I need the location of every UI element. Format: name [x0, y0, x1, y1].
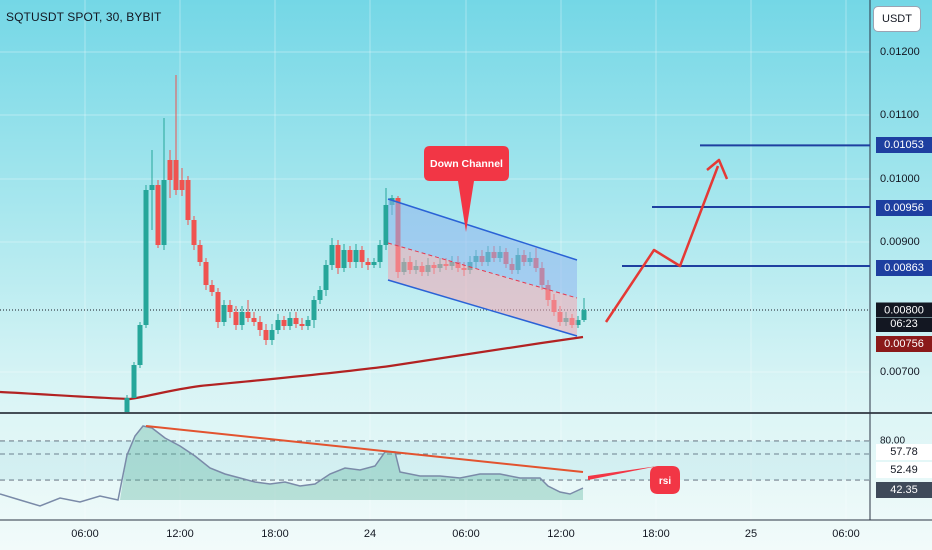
- candle-body: [143, 190, 149, 325]
- candle-body: [263, 330, 269, 340]
- channel-top-line: [387, 198, 578, 261]
- candle-body: [377, 245, 383, 262]
- channel-bottom-line: [387, 279, 578, 337]
- rsi-pane: rsi: [0, 425, 870, 507]
- candle-body: [281, 320, 287, 326]
- down-channel: [387, 198, 578, 337]
- price-tick: 0.01100: [880, 109, 919, 121]
- candle-body: [287, 318, 293, 326]
- candle-body: [124, 398, 130, 412]
- candle-body: [245, 312, 251, 318]
- price-tick: 0.01200: [880, 46, 920, 58]
- candle-body: [341, 250, 347, 268]
- candle-body: [155, 185, 161, 245]
- rsi-callout: [588, 466, 680, 494]
- candle-body: [293, 318, 299, 324]
- channel-label: Down Channel: [430, 158, 503, 170]
- channel-callout: Down Channel: [424, 146, 509, 232]
- price-tick: 0.00900: [880, 236, 920, 248]
- candle-body: [137, 325, 143, 365]
- candle-body: [215, 292, 221, 322]
- rsi-tick: 52.49: [876, 462, 932, 478]
- channel-upper-fill: [388, 199, 577, 298]
- candle-body: [203, 262, 209, 285]
- candle-body: [167, 160, 173, 180]
- candle-body: [329, 245, 335, 265]
- moving-average-line: [0, 335, 584, 401]
- time-label: 24: [363, 528, 377, 540]
- arrow-path: [604, 165, 720, 323]
- symbol-title: SQTUSDT SPOT, 30, BYBIT: [6, 10, 162, 24]
- candle-body: [149, 185, 155, 190]
- rsi-tick: 80.00: [880, 435, 906, 447]
- candle-body: [239, 312, 245, 325]
- rsi-value-badge: 42.35: [876, 482, 932, 498]
- current-price-badge: 0.00800: [876, 302, 932, 318]
- callout-bubble: [424, 146, 509, 232]
- candle-body: [347, 250, 353, 262]
- candle-body: [173, 160, 179, 190]
- candle-body: [197, 245, 203, 262]
- candle-body: [161, 180, 167, 245]
- candle-body: [185, 180, 191, 220]
- level-badge-2: 0.00956: [876, 200, 932, 216]
- channel-lower-fill: [388, 243, 577, 336]
- candle-body: [233, 312, 239, 325]
- candle-body: [299, 324, 305, 326]
- rsi-tick: 57.78: [876, 444, 932, 460]
- time-label: 18:00: [642, 528, 670, 540]
- time-label: 06:00: [71, 528, 99, 540]
- rsi-trendline: [145, 425, 584, 473]
- candle-body: [383, 205, 389, 245]
- candle-body: [269, 330, 275, 340]
- rsi-label: rsi: [659, 476, 671, 487]
- candle-body: [221, 305, 227, 322]
- level-badge-1: 0.01053: [876, 137, 932, 153]
- candle-body: [575, 320, 581, 325]
- candle-body: [191, 220, 197, 245]
- time-label: 12:00: [166, 528, 194, 540]
- candle-body: [359, 250, 365, 262]
- rsi-overbought-fill: [120, 426, 583, 500]
- candle-body: [209, 285, 215, 292]
- candle-body: [371, 262, 377, 265]
- candle-body: [365, 262, 371, 265]
- bar-countdown: 06:23: [876, 318, 932, 332]
- currency-button[interactable]: USDT: [873, 6, 921, 32]
- arrow-head: [706, 158, 729, 180]
- time-label: 12:00: [547, 528, 575, 540]
- candle-body: [581, 310, 587, 320]
- candle-body: [275, 320, 281, 330]
- candle-body: [179, 180, 185, 190]
- candle-body: [131, 365, 137, 398]
- time-label: 06:00: [452, 528, 480, 540]
- candle-body: [227, 305, 233, 312]
- rsi-line: [0, 425, 584, 507]
- channel-mid-line: [387, 242, 578, 299]
- candle-body: [305, 320, 311, 326]
- candle-body: [335, 245, 341, 268]
- candle-body: [317, 290, 323, 300]
- price-tick: 0.01000: [880, 173, 920, 185]
- time-label: 25: [744, 528, 758, 540]
- candle-body: [353, 250, 359, 262]
- time-label: 18:00: [261, 528, 289, 540]
- rsi-band: [0, 441, 870, 480]
- candle-body: [251, 318, 257, 322]
- level-badge-3: 0.00863: [876, 260, 932, 276]
- price-tick: 0.00700: [880, 366, 920, 378]
- candle-body: [323, 265, 329, 290]
- projection-arrow: [604, 158, 729, 323]
- time-label: 06:00: [832, 528, 860, 540]
- ma-value-badge: 0.00756: [876, 336, 932, 352]
- candle-body: [311, 300, 317, 320]
- candle-body: [257, 322, 263, 330]
